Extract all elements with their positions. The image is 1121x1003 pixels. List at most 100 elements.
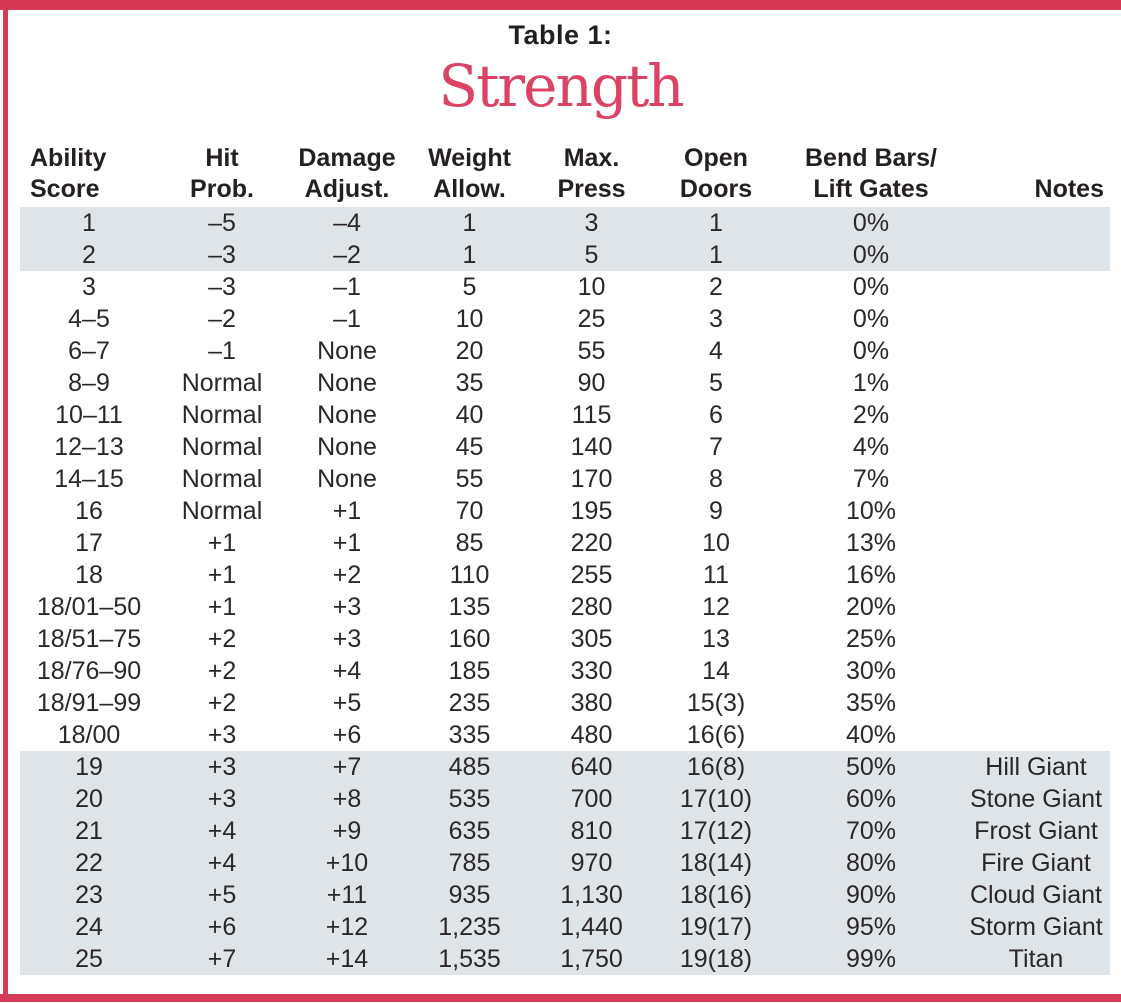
damage-adjust-cell: +7 <box>286 751 408 783</box>
ability-score-cell: 18/00 <box>57 721 121 749</box>
ability-score-cell: 23 <box>20 879 158 911</box>
header-text: Bend Bars/ <box>805 144 937 172</box>
notes-cell: Cloud Giant <box>962 879 1110 911</box>
bend-bars-cell: 0% <box>852 273 890 301</box>
open-doors-cell: 15(3) <box>686 689 746 717</box>
open-doors-cell: 18(16) <box>652 879 780 911</box>
max-press-cell: 3 <box>531 207 652 239</box>
table-row: 1 –5 –4 1 3 1 0% <box>20 207 1110 239</box>
table-row: 21 +4 +9 635 810 17(12) 70% Frost Giant <box>20 815 1110 847</box>
weight-allow-cell: 1 <box>408 207 531 239</box>
open-doors-cell: 2 <box>709 273 723 301</box>
weight-allow-cell: 40 <box>455 401 484 429</box>
table-row: 23 +5 +11 935 1,130 18(16) 90% Cloud Giant <box>20 879 1110 911</box>
hit-prob-cell: +1 <box>207 561 237 589</box>
max-press-cell: 25 <box>577 305 606 333</box>
open-doors-cell: 16(6) <box>686 721 746 749</box>
weight-allow-cell: 160 <box>448 625 491 653</box>
notes-cell: Frost Giant <box>962 815 1110 847</box>
header-text: Max. <box>563 144 620 172</box>
table-number-title: Table 1: <box>508 20 613 50</box>
notes-cell <box>962 271 1110 303</box>
table-row: 18 +1 +2 110 255 11 16% <box>20 559 1110 591</box>
damage-adjust-cell: –1 <box>333 305 361 333</box>
open-doors-cell: 12 <box>702 593 730 621</box>
header-text: Allow. <box>433 175 506 203</box>
open-doors-cell: 16(8) <box>652 751 780 783</box>
ability-score-cell: 18/01–50 <box>36 593 142 621</box>
ability-score-cell: 6–7 <box>68 337 110 365</box>
max-press-cell: 305 <box>570 625 613 653</box>
max-press-cell: 810 <box>531 815 652 847</box>
weight-allow-cell: 35 <box>455 369 484 397</box>
notes-cell <box>962 655 1110 687</box>
weight-allow-cell: 1,535 <box>408 943 531 975</box>
damage-adjust-cell: +6 <box>332 721 362 749</box>
hit-prob-cell: +3 <box>158 783 286 815</box>
table-row: 18/01–50 +1 +3 135 280 12 20% <box>20 591 1110 623</box>
page-frame-left-rule <box>3 10 8 994</box>
max-press-cell: 1,130 <box>531 879 652 911</box>
bend-bars-cell: 50% <box>780 751 962 783</box>
weight-allow-cell: 335 <box>448 721 491 749</box>
hit-prob-cell: –3 <box>158 239 286 271</box>
table-row: 18/91–99 +2 +5 235 380 15(3) 35% <box>20 687 1110 719</box>
notes-cell <box>962 527 1110 559</box>
hit-prob-cell: +5 <box>158 879 286 911</box>
notes-cell <box>962 495 1110 527</box>
bend-bars-cell: 95% <box>780 911 962 943</box>
notes-cell <box>962 239 1110 271</box>
bend-bars-cell: 1% <box>852 369 890 397</box>
damage-adjust-cell: +9 <box>286 815 408 847</box>
ability-score-cell: 14–15 <box>54 465 124 493</box>
ability-score-cell: 21 <box>20 815 158 847</box>
ability-score-cell: 3 <box>82 273 96 301</box>
weight-allow-cell: 70 <box>455 497 484 525</box>
damage-adjust-cell: +8 <box>286 783 408 815</box>
hit-prob-cell: +2 <box>207 689 237 717</box>
bend-bars-cell: 35% <box>845 689 897 717</box>
notes-cell <box>962 367 1110 399</box>
hit-prob-cell: –2 <box>208 305 236 333</box>
max-press-cell: 330 <box>570 657 613 685</box>
table-row: 10–11 Normal None 40 115 6 2% <box>20 399 1110 431</box>
max-press-cell: 10 <box>577 273 606 301</box>
ability-score-cell: 12–13 <box>54 433 124 461</box>
weight-allow-cell: 5 <box>462 273 477 301</box>
weight-allow-cell: 1,235 <box>408 911 531 943</box>
max-press-cell: 115 <box>571 401 612 429</box>
bend-bars-cell: 90% <box>780 879 962 911</box>
hit-prob-cell: +2 <box>207 625 237 653</box>
notes-cell <box>962 207 1110 239</box>
bend-bars-cell: 0% <box>780 239 962 271</box>
table-row: 8–9 Normal None 35 90 5 1% <box>20 367 1110 399</box>
bend-bars-cell: 10% <box>845 497 897 525</box>
ability-score-cell: 4–5 <box>68 305 110 333</box>
max-press-cell: 280 <box>570 593 613 621</box>
hit-prob-cell: +7 <box>158 943 286 975</box>
hit-prob-cell: Normal <box>181 465 263 493</box>
max-press-cell: 55 <box>577 337 606 365</box>
notes-cell <box>962 399 1110 431</box>
weight-allow-cell: 1 <box>408 239 531 271</box>
col-header-hit-prob: Hit Prob. <box>158 143 286 207</box>
table-row: 3 –3 –1 5 10 2 0% <box>20 271 1110 303</box>
ability-score-cell: 18/51–75 <box>36 625 142 653</box>
weight-allow-cell: 785 <box>408 847 531 879</box>
notes-cell: Fire Giant <box>962 847 1110 879</box>
bend-bars-cell: 25% <box>845 625 897 653</box>
open-doors-cell: 11 <box>703 561 729 589</box>
col-header-weight-allow: Weight Allow. <box>408 143 531 207</box>
header-text: Adjust. <box>304 175 390 203</box>
table-row: 19 +3 +7 485 640 16(8) 50% Hill Giant <box>20 751 1110 783</box>
ability-score-cell: 1 <box>20 207 158 239</box>
weight-allow-cell: 110 <box>449 561 490 589</box>
table-name-title: Strength <box>438 52 684 120</box>
open-doors-cell: 5 <box>709 369 723 397</box>
bend-bars-cell: 13% <box>845 529 897 557</box>
damage-adjust-cell: None <box>317 401 377 429</box>
open-doors-cell: 1 <box>652 239 780 271</box>
notes-cell <box>962 303 1110 335</box>
table-row: 17 +1 +1 85 220 10 13% <box>20 527 1110 559</box>
max-press-cell: 140 <box>570 433 613 461</box>
